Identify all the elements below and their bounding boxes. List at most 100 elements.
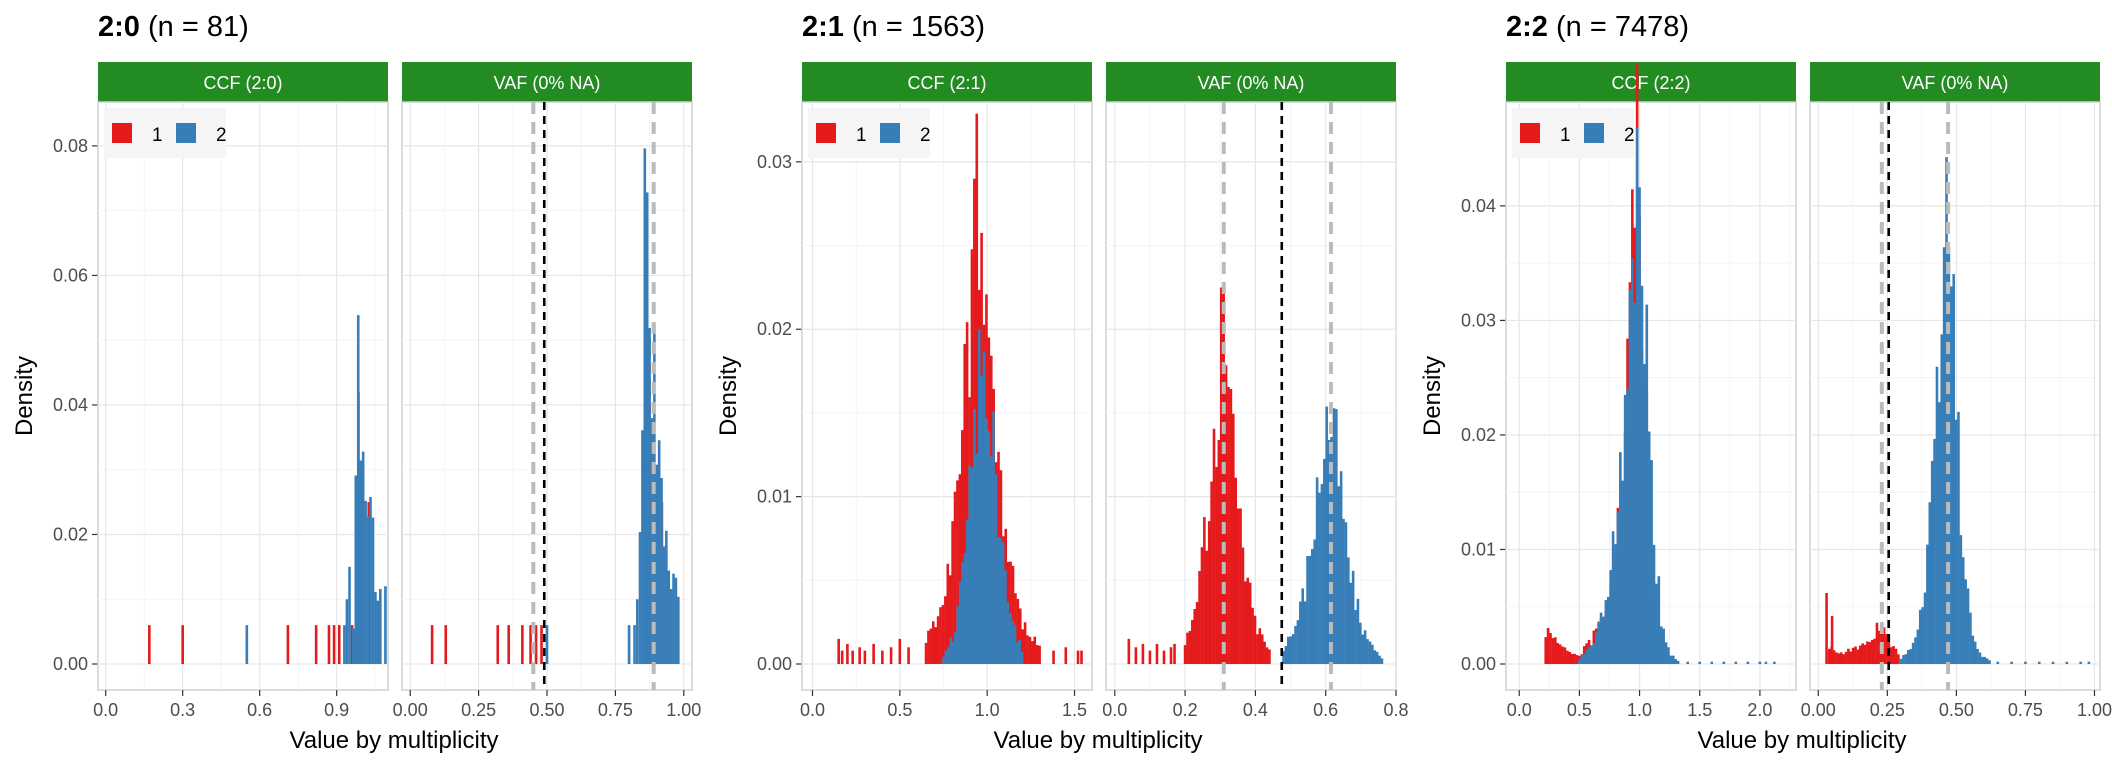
histogram-bar-mult-2	[942, 656, 945, 664]
x-tick-label: 0.25	[461, 700, 496, 720]
histogram-bar-mult-1	[1856, 649, 1860, 664]
histogram-bar-mult-1	[1038, 645, 1041, 664]
histogram-bar-mult-1	[1033, 636, 1037, 664]
histogram-bar-mult-2	[1973, 641, 1977, 664]
histogram-bar-mult-2	[1758, 661, 1762, 664]
histogram-bar-mult-1	[936, 616, 940, 664]
histogram-bar-mult-2	[1904, 654, 1908, 664]
histogram-bar-mult-2	[958, 581, 962, 664]
histogram-bar-mult-1	[1546, 627, 1550, 664]
histogram-bar-mult-2	[1578, 659, 1581, 664]
x-tick-label: 0.4	[1243, 700, 1268, 720]
group-title: 2:0 (n = 81)	[98, 11, 249, 43]
histogram-bar-mult-2	[356, 315, 360, 664]
histogram-bar-mult-2	[1311, 549, 1314, 664]
x-tick-label: 1.5	[1062, 700, 1087, 720]
histogram-bar-mult-2	[1366, 639, 1369, 664]
group-title-count: (n = 1563)	[844, 11, 985, 43]
histogram-bar-mult-2	[1602, 617, 1605, 664]
histogram-bar-mult-2	[1291, 634, 1295, 664]
histogram-bar-mult-2	[1985, 658, 1989, 664]
histogram-bar-mult-1	[1260, 634, 1264, 664]
histogram-bar-mult-2	[1599, 612, 1603, 664]
histogram-bar-mult-2	[1671, 655, 1675, 664]
histogram-bar-mult-2	[1978, 652, 1982, 664]
x-tick-label: 0.5	[1567, 700, 1592, 720]
histogram-bar-mult-2	[1335, 409, 1338, 664]
histogram-bar-mult-2	[1359, 622, 1362, 664]
x-tick-label: 0.00	[1801, 700, 1836, 720]
histogram-bar-mult-1	[540, 625, 543, 664]
histogram-bar-mult-1	[1263, 641, 1266, 664]
histogram-bar-mult-1	[1064, 647, 1068, 664]
histogram-bar-mult-1	[1868, 642, 1872, 664]
group-title-cn: 2:2	[1506, 11, 1548, 43]
histogram-bar-mult-2	[1585, 650, 1588, 664]
histogram-bar-mult-2	[989, 456, 993, 664]
histogram-bar-mult-1	[975, 113, 979, 664]
histogram-bar-mult-2	[961, 562, 964, 664]
histogram-bar-mult-1	[1258, 628, 1262, 664]
x-axis-label: Value by multiplicity	[290, 727, 499, 754]
histogram-bar-mult-2	[970, 467, 974, 664]
y-axis-label: Density	[1419, 356, 1446, 436]
histogram-bar-mult-1	[944, 596, 947, 664]
y-tick-label: 0.04	[53, 395, 88, 415]
histogram-bar-mult-2	[1923, 592, 1927, 664]
histogram-bar-mult-2	[1623, 394, 1627, 664]
histogram-bar-mult-2	[345, 599, 349, 664]
histogram-bar-mult-1	[1558, 644, 1562, 664]
histogram-bar-mult-2	[1013, 624, 1017, 664]
x-tick-label: 1.00	[2077, 700, 2112, 720]
histogram-bar-mult-2	[1655, 583, 1658, 664]
histogram-bar-mult-1	[1134, 647, 1138, 664]
histogram-bar-mult-1	[1251, 607, 1254, 664]
histogram-bar-mult-2	[1011, 620, 1014, 664]
histogram-bar-mult-2	[384, 586, 387, 664]
histogram-bar-mult-2	[1981, 656, 1984, 664]
histogram-bar-mult-2	[1303, 601, 1307, 664]
histogram-bar-mult-2	[1356, 598, 1360, 664]
histogram-bar-mult-2	[994, 474, 998, 664]
histogram-bar-mult-2	[1933, 438, 1936, 664]
histogram-bar-mult-1	[1173, 643, 1176, 664]
legend-key-mult-1	[1520, 123, 1540, 143]
histogram-bar-mult-1	[1568, 651, 1572, 664]
x-tick-label: 0.0	[800, 700, 825, 720]
y-tick-label: 0.06	[53, 265, 88, 285]
histogram-bar-mult-2	[1918, 609, 1922, 664]
histogram-bar-mult-2	[645, 192, 649, 665]
histogram-bar-mult-2	[1966, 588, 1970, 664]
histogram-bar-mult-2	[1289, 636, 1293, 664]
histogram-bar-mult-2	[245, 625, 249, 664]
y-tick-label: 0.03	[757, 152, 792, 172]
histogram-bar-mult-1	[1141, 643, 1145, 664]
histogram-bar-mult-1	[956, 480, 959, 664]
histogram-bar-mult-2	[987, 431, 991, 664]
histogram-bar-mult-1	[1207, 521, 1211, 664]
histogram-bar-mult-2	[2079, 661, 2082, 664]
histogram-bar-mult-2	[1320, 483, 1324, 664]
histogram-bar-mult-1	[889, 647, 893, 664]
histogram-bar-mult-2	[641, 430, 644, 664]
histogram-bar-mult-2	[1375, 651, 1379, 664]
histogram-bar-mult-2	[354, 475, 358, 664]
histogram-bar-mult-2	[1590, 646, 1593, 664]
histogram-bar-mult-2	[956, 605, 960, 664]
histogram-bar-mult-2	[1020, 652, 1024, 664]
y-tick-label: 0.03	[1461, 310, 1496, 330]
x-tick-label: 1.0	[975, 700, 1000, 720]
histogram-bar-mult-1	[924, 642, 928, 664]
histogram-bar-mult-1	[529, 625, 532, 664]
histogram-bar-mult-1	[1875, 622, 1879, 664]
y-tick-label: 0.01	[757, 487, 792, 507]
histogram-bar-mult-1	[1198, 570, 1201, 664]
histogram-bar-mult-2	[1674, 659, 1677, 664]
facet-ccf: CCF (2:0)0.0 0.3 0.6 0.91 2	[93, 62, 389, 720]
histogram-bar-mult-2	[951, 641, 955, 664]
histogram-bar-mult-2	[1930, 460, 1934, 664]
y-tick-label: 0.00	[757, 654, 792, 674]
histogram-bar-mult-1	[941, 605, 945, 664]
histogram-bar-mult-2	[669, 589, 673, 664]
x-tick-label: 0.5	[887, 700, 912, 720]
